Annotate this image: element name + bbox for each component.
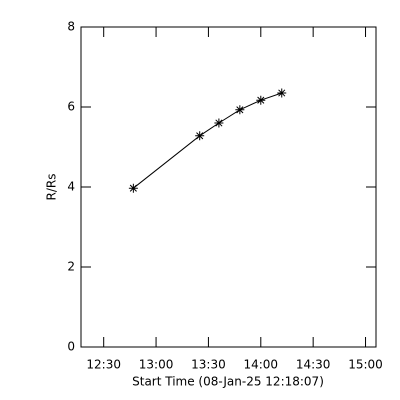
x-tick-label: 12:30 xyxy=(86,358,121,372)
point xyxy=(214,118,224,128)
plot-frame xyxy=(80,26,377,348)
point xyxy=(128,183,138,193)
x-axis-label: Start Time (08-Jan-25 12:18:07) xyxy=(132,375,324,389)
y-tick-label: 6 xyxy=(67,100,75,114)
point xyxy=(256,95,266,105)
point xyxy=(277,88,287,98)
x-tick-label: 13:30 xyxy=(191,358,226,372)
y-tick-label: 2 xyxy=(67,260,75,274)
y-axis-label: R/Rs xyxy=(45,174,59,201)
point xyxy=(235,105,245,115)
fit-line xyxy=(133,92,282,189)
y-tick-label: 4 xyxy=(67,180,75,194)
x-tick-label: 14:30 xyxy=(296,358,331,372)
x-tick-label: 14:00 xyxy=(243,358,278,372)
x-tick-label: 15:00 xyxy=(348,358,383,372)
y-tick-label: 0 xyxy=(67,340,75,354)
y-tick-label: 8 xyxy=(67,20,75,34)
x-tick-label: 13:00 xyxy=(139,358,174,372)
point xyxy=(195,131,205,141)
